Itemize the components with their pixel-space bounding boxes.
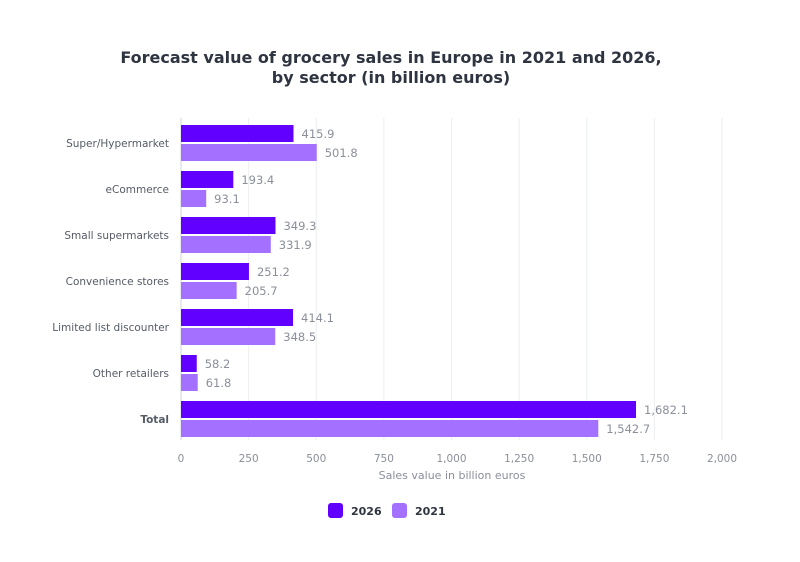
- bar-2021: [181, 328, 276, 345]
- legend-label: 2026: [351, 505, 382, 518]
- x-tick-label: 1,750: [639, 453, 669, 465]
- bar-2026: [181, 401, 637, 418]
- data-label: 1,542.7: [606, 422, 650, 436]
- x-tick-label: 500: [306, 453, 326, 465]
- data-label: 501.8: [325, 146, 358, 160]
- x-ticks: 0 250 500 750 1,000 1,250 1,500 1,750 2,000: [178, 453, 737, 465]
- bar-2021: [181, 374, 198, 391]
- chart-title-line-2: by sector (in billion euros): [272, 68, 510, 87]
- chart-title-line-1: Forecast value of grocery sales in Europ…: [120, 48, 661, 67]
- bar-2026: [181, 263, 249, 280]
- bar-2021: [181, 190, 207, 207]
- legend-label: 2021: [415, 505, 446, 518]
- category-label: Limited list discounter: [52, 322, 169, 334]
- x-tick-label: 0: [178, 453, 185, 465]
- bar-2026: [181, 125, 294, 142]
- data-label: 349.3: [283, 219, 316, 233]
- category-labels: Super/Hypermarket eCommerce Small supermar…: [52, 138, 169, 426]
- data-label: 414.1: [301, 311, 334, 325]
- bar-2026: [181, 217, 276, 234]
- data-label: 415.9: [302, 127, 335, 141]
- legend: 2026 2021: [328, 503, 446, 518]
- data-label: 331.9: [279, 238, 312, 252]
- data-label: 205.7: [245, 284, 278, 298]
- grid: [180, 118, 723, 440]
- x-tick-label: 2,000: [707, 453, 737, 465]
- category-label: Other retailers: [93, 368, 169, 380]
- x-tick-label: 1,000: [436, 453, 466, 465]
- bars: 415.9 501.8 193.493.1 349.3 331.9 251.2 205.7 4…: [181, 125, 688, 437]
- data-label: 93.1: [214, 192, 240, 206]
- legend-swatch-2021: [392, 503, 407, 518]
- category-label: Small supermarkets: [64, 230, 169, 242]
- bar-2021: [181, 420, 599, 437]
- category-label: Convenience stores: [66, 276, 169, 288]
- bar-2026: [181, 355, 197, 372]
- bar-2026: [181, 171, 234, 188]
- data-label: 1,682.1: [644, 403, 688, 417]
- x-axis-label: Sales value in billion euros: [379, 469, 526, 482]
- bar-2021: [181, 282, 237, 299]
- x-tick-label: 750: [374, 453, 394, 465]
- bar-2026: [181, 309, 294, 326]
- x-tick-label: 250: [239, 453, 259, 465]
- data-label: 61.8: [206, 376, 232, 390]
- category-label: eCommerce: [106, 184, 169, 196]
- data-label: 193.4: [241, 173, 274, 187]
- legend-swatch-2026: [328, 503, 343, 518]
- bar-2021: [181, 144, 317, 161]
- category-label: Super/Hypermarket: [66, 138, 169, 150]
- bar-2021: [181, 236, 271, 253]
- x-tick-label: 1,250: [504, 453, 534, 465]
- data-label: 348.5: [283, 330, 316, 344]
- category-label: Total: [140, 414, 169, 426]
- data-label: 58.2: [205, 357, 231, 371]
- x-tick-label: 1,500: [572, 453, 602, 465]
- data-label: 251.2: [257, 265, 290, 279]
